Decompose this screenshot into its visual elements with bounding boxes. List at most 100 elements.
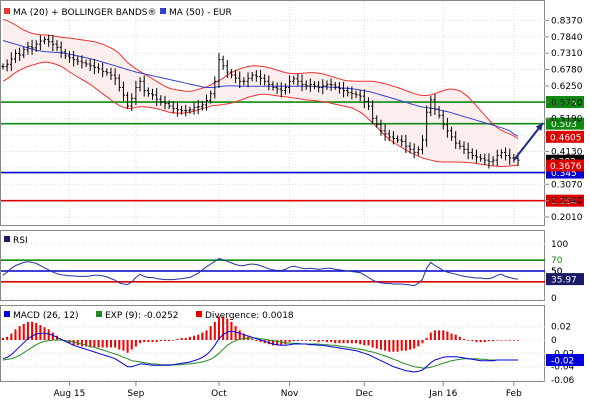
macd-tick-label: 0.02 bbox=[551, 323, 571, 333]
level-tag-label: 0.254 bbox=[551, 197, 577, 207]
macd-lines bbox=[2, 330, 518, 373]
macd-hist-bar bbox=[276, 340, 279, 346]
macd-hist-bar bbox=[184, 337, 187, 340]
ma50-legend-label: MA (50) - EUR bbox=[169, 8, 232, 18]
macd-hist-bar bbox=[442, 330, 445, 340]
rsi-level-label: 70 bbox=[551, 256, 563, 266]
rsi-legend-swatch bbox=[4, 236, 10, 242]
value-tag-label: 0.4605 bbox=[550, 133, 582, 143]
macd-hist-bar bbox=[188, 336, 191, 340]
signal-polyline bbox=[2, 337, 518, 369]
time-tick-label: Oct bbox=[211, 389, 227, 399]
macd-hist-bar bbox=[238, 330, 241, 340]
macd-hist-bar bbox=[31, 321, 34, 340]
macd-hist-bar bbox=[421, 340, 424, 344]
rsi-panel-frame bbox=[0, 230, 545, 301]
price-tick-label: 0.6250 bbox=[551, 82, 583, 92]
macd-current-tag bbox=[546, 354, 584, 366]
macd-hist-bar bbox=[350, 340, 353, 344]
macd-hist-bar bbox=[496, 340, 499, 341]
time-tick-label: Nov bbox=[281, 389, 299, 399]
price-tick-label: 0.5190 bbox=[551, 115, 583, 125]
macd-hist-bar bbox=[10, 333, 13, 340]
macd-legend: MACD (26, 12) EXP (9): -0.0252 Divergenc… bbox=[4, 311, 294, 321]
price-tick-label: 0.3070 bbox=[551, 180, 583, 190]
bollinger-upper bbox=[2, 19, 519, 139]
bollinger-lines bbox=[2, 19, 519, 168]
macd-hist-bar bbox=[301, 340, 304, 341]
macd-hist-bar bbox=[151, 340, 154, 343]
macd-hist-bar bbox=[471, 340, 474, 342]
exp-legend-label: EXP (9): -0.0252 bbox=[105, 311, 179, 321]
rsi-current-label: 35.97 bbox=[551, 276, 577, 286]
macd-hist-bar bbox=[508, 340, 511, 341]
macd-hist-bar bbox=[126, 340, 129, 353]
macd-hist-bar bbox=[85, 340, 88, 347]
macd-hist-bar bbox=[159, 340, 162, 342]
rsi-tick-label: 50 bbox=[551, 267, 563, 277]
macd-hist-bar bbox=[234, 326, 237, 340]
macd-hist-bar bbox=[371, 340, 374, 348]
projection-shaft bbox=[513, 122, 544, 161]
macd-hist-bar bbox=[309, 340, 312, 342]
macd-hist-bar bbox=[209, 326, 212, 340]
exp-legend-swatch bbox=[96, 311, 102, 317]
price-tick-label: 0.7310 bbox=[551, 49, 583, 59]
macd-hist-bar bbox=[130, 340, 133, 350]
ma50-polyline bbox=[2, 40, 519, 137]
macd-hist-bar bbox=[222, 316, 225, 340]
macd-hist-bar bbox=[168, 340, 171, 342]
ma20-legend-label: MA (20) + BOLLINGER BANDS® bbox=[13, 8, 157, 18]
macd-polyline bbox=[2, 330, 518, 373]
macd-hist-bar bbox=[89, 340, 92, 347]
time-tick-label: Dec bbox=[356, 389, 373, 399]
macd-hist-bar bbox=[367, 340, 370, 346]
rsi-axis: 100 50 0 35.97 bbox=[546, 240, 584, 304]
macd-hist-bar bbox=[155, 340, 158, 343]
macd-hist-bar bbox=[109, 340, 112, 348]
macd-hist-bar bbox=[446, 331, 449, 340]
rsi-polyline bbox=[2, 258, 519, 287]
ma20-legend-swatch bbox=[4, 8, 10, 14]
macd-hist-bar bbox=[226, 318, 229, 340]
macd-hist-bar bbox=[483, 340, 486, 343]
macd-hist-bar bbox=[143, 340, 146, 343]
macd-hist-bar bbox=[388, 340, 391, 352]
macd-hist-bar bbox=[417, 340, 420, 347]
time-tick-label: Feb bbox=[506, 389, 522, 399]
macd-hist-bar bbox=[396, 340, 399, 352]
macd-hist-bar bbox=[147, 340, 150, 343]
ma50-legend-swatch bbox=[160, 8, 166, 14]
price-legend: MA (20) + BOLLINGER BANDS® MA (50) - EUR bbox=[4, 8, 232, 18]
macd-hist-bar bbox=[39, 325, 42, 340]
macd-hist-bar bbox=[375, 340, 378, 349]
macd-hist-bar bbox=[55, 335, 58, 340]
macd-hist-bar bbox=[93, 340, 96, 348]
macd-hist-bar bbox=[288, 340, 291, 343]
macd-hist-bar bbox=[355, 340, 358, 344]
ma50-line bbox=[2, 40, 519, 137]
time-axis: Aug 15 Sep Oct Nov Dec Jan 16 Feb bbox=[54, 382, 522, 399]
rsi-level-label: 50 bbox=[551, 267, 563, 277]
macd-hist-bar bbox=[334, 340, 337, 344]
macd-hist-bar bbox=[500, 340, 503, 341]
macd-hist-bar bbox=[22, 324, 25, 340]
value-tag bbox=[546, 130, 584, 143]
macd-hist-bar bbox=[284, 340, 287, 345]
level-tag bbox=[546, 96, 584, 109]
macd-hist-bar bbox=[97, 340, 100, 348]
macd-hist-bar bbox=[321, 340, 324, 342]
bollinger-lower bbox=[2, 61, 518, 168]
macd-hist-bar bbox=[271, 340, 274, 346]
macd-hist-bar bbox=[47, 329, 50, 340]
macd-hist-bar bbox=[213, 321, 216, 340]
macd-hist-bar bbox=[475, 340, 478, 343]
macd-hist-bar bbox=[2, 337, 4, 340]
macd-hist-bar bbox=[425, 337, 428, 340]
macd-hist-bar bbox=[338, 340, 341, 344]
macd-hist-bar bbox=[205, 330, 208, 340]
macd-hist-bar bbox=[450, 333, 453, 340]
macd-histogram bbox=[2, 316, 519, 353]
